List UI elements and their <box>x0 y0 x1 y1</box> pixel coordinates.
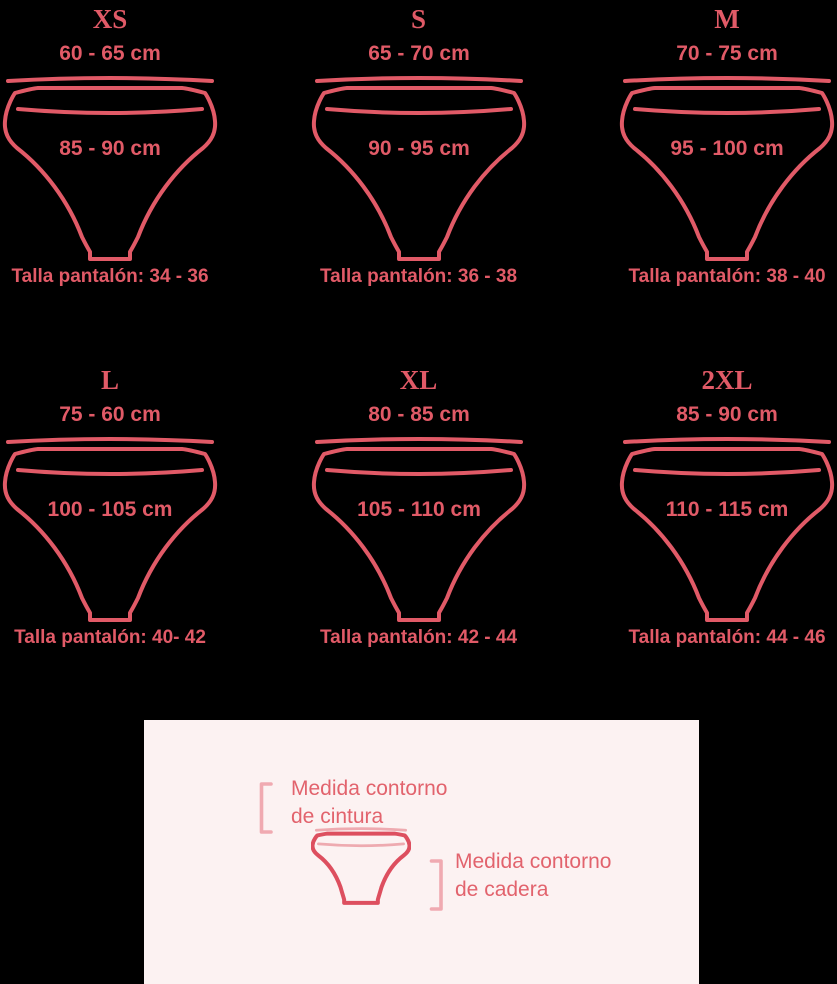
svg-text:80 - 85 cm: 80 - 85 cm <box>368 403 470 426</box>
svg-text:95 - 100 cm: 95 - 100 cm <box>670 137 783 160</box>
svg-text:70 - 75 cm: 70 - 75 cm <box>676 42 778 65</box>
svg-text:90 - 95 cm: 90 - 95 cm <box>368 137 470 160</box>
svg-text:85 - 90 cm: 85 - 90 cm <box>59 137 161 160</box>
svg-text:110 - 115 cm: 110 - 115 cm <box>666 498 789 521</box>
svg-text:100 - 105 cm: 100 - 105 cm <box>48 498 173 521</box>
svg-text:85 - 90 cm: 85 - 90 cm <box>676 403 778 426</box>
svg-text:60 - 65 cm: 60 - 65 cm <box>59 42 161 65</box>
svg-text:105 - 110 cm: 105 - 110 cm <box>357 498 481 521</box>
svg-text:75 - 60 cm: 75 - 60 cm <box>59 403 161 426</box>
svg-text:65 - 70 cm: 65 - 70 cm <box>368 42 470 65</box>
